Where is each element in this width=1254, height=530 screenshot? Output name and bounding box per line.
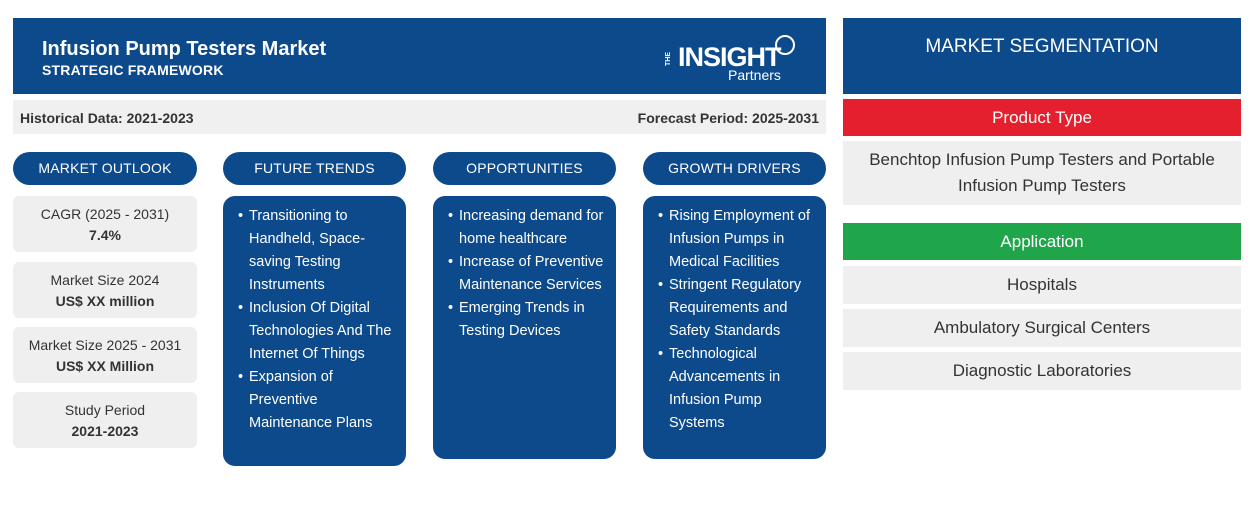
stat-value: US$ XX Million [55, 358, 154, 374]
period-bar: Historical Data: 2021-2023 Forecast Peri… [13, 100, 826, 134]
logo-the-text: THE [665, 52, 672, 66]
logo-graphic: THE INSIGHT Partners [665, 35, 795, 83]
growth-drivers-header: GROWTH DRIVERS [643, 152, 826, 185]
application-item-diagnostic: Diagnostic Laboratories [843, 352, 1241, 390]
market-size-forecast-stat: Market Size 2025 - 2031 US$ XX Million [13, 327, 197, 383]
list-item: Expansion of Preventive Maintenance Plan… [238, 366, 396, 435]
stat-label: CAGR (2025 - 2031) [40, 206, 170, 222]
product-type-item: Benchtop Infusion Pump Testers and Porta… [843, 141, 1241, 205]
historical-period: Historical Data: 2021-2023 [20, 110, 194, 126]
stat-value: 7.4% [89, 227, 121, 243]
logo-circle-icon [775, 35, 795, 55]
insight-partners-logo: THE INSIGHT Partners [664, 32, 804, 86]
growth-drivers-card: Rising Employment of Infusion Pumps in M… [643, 196, 826, 459]
stat-value: 2021-2023 [71, 423, 139, 439]
list-item: Stringent Regulatory Requirements and Sa… [658, 274, 816, 343]
application-item-ambulatory: Ambulatory Surgical Centers [843, 309, 1241, 347]
list-item: Increasing demand for home healthcare [448, 205, 606, 251]
product-type-title: Product Type [843, 99, 1241, 136]
list-item: Emerging Trends in Testing Devices [448, 297, 606, 343]
page-title: Infusion Pump Testers Market [42, 38, 327, 60]
logo-sub-text: Partners [728, 67, 781, 83]
opportunities-card: Increasing demand for home healthcare In… [433, 196, 616, 459]
list-item: Technological Advancements in Infusion P… [658, 343, 816, 435]
page-subtitle: STRATEGIC FRAMEWORK [42, 62, 224, 78]
stat-label: Market Size 2024 [50, 272, 160, 288]
stat-label: Study Period [64, 402, 146, 418]
future-trends-card: Transitioning to Handheld, Space-saving … [223, 196, 406, 466]
list-item: Transitioning to Handheld, Space-saving … [238, 205, 396, 297]
market-segmentation-header: MARKET SEGMENTATION [843, 18, 1241, 94]
application-item-hospitals: Hospitals [843, 266, 1241, 304]
logo-main-text: INSIGHT [678, 42, 782, 72]
study-period-stat: Study Period 2021-2023 [13, 392, 197, 448]
application-title: Application [843, 223, 1241, 260]
stat-value: US$ XX million [55, 293, 155, 309]
opportunities-header: OPPORTUNITIES [433, 152, 616, 185]
forecast-period: Forecast Period: 2025-2031 [637, 110, 819, 126]
list-item: Rising Employment of Infusion Pumps in M… [658, 205, 816, 274]
cagr-stat: CAGR (2025 - 2031) 7.4% [13, 196, 197, 252]
stat-label: Market Size 2025 - 2031 [28, 337, 182, 353]
market-size-2024-stat: Market Size 2024 US$ XX million [13, 262, 197, 318]
future-trends-header: FUTURE TRENDS [223, 152, 406, 185]
framework-header: Infusion Pump Testers Market STRATEGIC F… [13, 18, 826, 94]
list-item: Inclusion Of Digital Technologies And Th… [238, 297, 396, 366]
market-outlook-header: MARKET OUTLOOK [13, 152, 197, 185]
list-item: Increase of Preventive Maintenance Servi… [448, 251, 606, 297]
